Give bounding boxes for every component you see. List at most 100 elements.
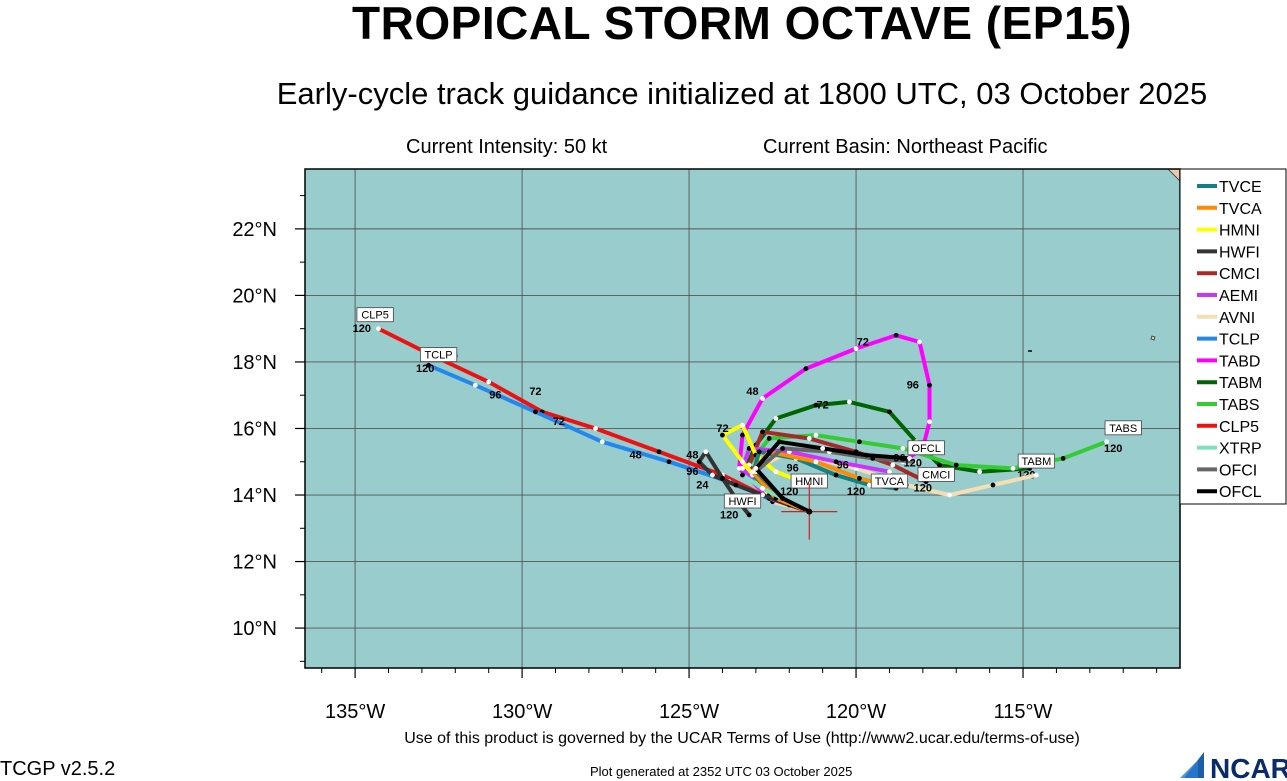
track-point-tabs: [953, 462, 959, 468]
current-basin: Current Basin: Northeast Pacific: [763, 136, 1048, 158]
track-point-tvce: [756, 449, 762, 455]
current-intensity: Current Intensity: 50 kt: [406, 136, 608, 158]
track-point-tclp: [599, 439, 605, 445]
forecast-hour-label: 96: [489, 390, 501, 402]
track-name-label: CMCI: [922, 469, 950, 481]
forecast-hour-label: 96: [686, 466, 698, 478]
track-point-tabs: [766, 436, 772, 441]
track-name-label: TABM: [1022, 456, 1052, 468]
lat-tick-label: 10°N: [232, 618, 277, 640]
track-point-tclp: [666, 459, 672, 465]
track-point-ofcl: [753, 466, 759, 471]
legend-label-clp5: CLP5: [1219, 419, 1259, 436]
track-point-tvca: [750, 469, 755, 475]
track-point-hwfi: [703, 449, 709, 455]
track-point-ofcl: [780, 495, 785, 501]
lon-tick-label: 115°W: [994, 701, 1053, 723]
track-point-hmni: [720, 432, 725, 438]
lat-tick-label: 16°N: [232, 418, 277, 440]
track-point-tabd: [740, 432, 745, 438]
island: [1028, 350, 1032, 352]
track-point-tabm: [773, 416, 779, 421]
forecast-hour-label: 96: [893, 453, 905, 465]
track-point-avni: [990, 482, 996, 488]
track-point-ofcl: [907, 456, 912, 461]
track-map: 135°W 130°W 125°W 120°W 115°W 10°N 12°N 14°N 16°…: [232, 168, 1287, 723]
forecast-hour-label: 120: [416, 363, 434, 375]
track-point-clp5: [376, 326, 381, 332]
track-point-tabd: [927, 419, 932, 425]
lon-tick-label: 130°W: [492, 701, 552, 723]
forecast-hour-label: 120: [914, 483, 932, 495]
track-point-hmni: [740, 459, 745, 465]
track-point-tabs: [1010, 466, 1016, 471]
track-point-tclp: [472, 382, 478, 388]
legend-label-cmci: CMCI: [1219, 266, 1260, 283]
lat-tick-label: 12°N: [232, 552, 277, 574]
forecast-hour-label: 120: [353, 323, 371, 335]
track-point-tabm: [887, 409, 892, 415]
ncar-logo: NCAR: [1180, 752, 1287, 780]
forecast-hour-label: 72: [529, 386, 541, 398]
track-point-tabd: [893, 332, 899, 338]
track-name-label: TCLP: [425, 350, 453, 362]
track-point-aemi: [833, 459, 839, 465]
track-point-tabm: [813, 402, 819, 408]
track-point-tvca: [856, 475, 862, 481]
forecast-hour-label: 120: [780, 486, 798, 498]
track-point-tabd: [760, 396, 765, 401]
track-name-box: [419, 347, 458, 363]
track-point-aemi: [740, 466, 745, 471]
legend-label-avni: AVNI: [1219, 310, 1255, 327]
track-name-box: [1017, 453, 1055, 469]
track-point-clp5: [656, 449, 662, 455]
track-point-hwfi: [720, 475, 725, 481]
track-point-ofcl: [776, 439, 782, 445]
track-point-tabs: [1104, 439, 1109, 445]
lat-tick-label: 18°N: [232, 352, 277, 374]
legend-label-xtrp: XTRP: [1219, 441, 1262, 458]
lon-tick-label: 125°W: [659, 701, 719, 723]
forecast-hour-label: 48: [686, 449, 698, 461]
track-name-label: CLP5: [361, 310, 389, 322]
generated-timestamp: Plot generated at 2352 UTC 03 October 20…: [590, 764, 853, 779]
legend-label-tabm: TABM: [1219, 375, 1262, 392]
forecast-hour-label: 72: [857, 336, 869, 348]
legend-label-tvce: TVCE: [1219, 179, 1262, 196]
model-legend: TVCE TVCA HMNI HWFI CMCI AEMI AVNI TCLP TABD TABM…: [1179, 168, 1287, 505]
track-point-ofci: [780, 446, 785, 451]
track-point-tabs: [813, 432, 819, 438]
track-point-ofci: [913, 459, 919, 465]
track-point-tabm: [977, 469, 983, 475]
ocean-background: [305, 169, 1180, 668]
track-name-box: [1104, 420, 1142, 436]
track-point-hmni: [773, 469, 779, 475]
forecast-hour-label: 72: [716, 423, 728, 435]
forecast-hour-label: 48: [746, 386, 758, 398]
page-title: TROPICAL STORM OCTAVE (EP15): [352, 0, 1132, 49]
forecast-hour-label: 120: [904, 458, 922, 470]
track-point-tvce: [867, 482, 872, 488]
forecast-hour-label: 72: [553, 416, 565, 428]
track-point-tabm: [937, 462, 942, 468]
track-point-aemi: [887, 469, 892, 475]
track-name-label: HWFI: [728, 496, 756, 508]
track-point-hwfi: [696, 459, 702, 465]
track-point-hwfi: [710, 472, 715, 478]
track-point-hwfi: [746, 512, 752, 518]
lon-tick-label: 135°W: [325, 701, 385, 723]
track-point-clp5: [593, 426, 598, 431]
island: [1150, 335, 1156, 341]
track-point-tabs: [856, 439, 862, 445]
track-name-label: TABS: [1109, 423, 1137, 435]
legend-label-ofcl: OFCL: [1219, 484, 1262, 501]
lat-tick-label: 14°N: [232, 485, 277, 507]
track-point-ofcl: [863, 452, 869, 458]
legend-label-hwfi: HWFI: [1219, 244, 1260, 261]
track-point-cmci: [760, 429, 765, 435]
track-point-xtrp: [740, 472, 745, 478]
track-name-box: [870, 473, 909, 489]
track-point-tabd: [853, 346, 859, 352]
track-point-ofcl: [820, 446, 826, 451]
track-point-tvce: [833, 472, 839, 478]
